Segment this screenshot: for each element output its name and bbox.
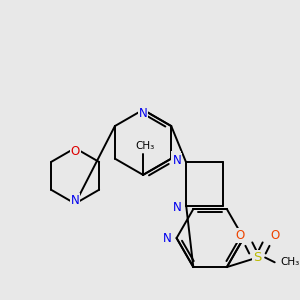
Text: N: N (172, 154, 182, 167)
Text: CH₃: CH₃ (135, 141, 154, 151)
Text: N: N (139, 107, 147, 120)
Text: O: O (270, 229, 279, 242)
Text: CH₃: CH₃ (280, 257, 300, 267)
Text: O: O (236, 229, 245, 242)
Text: S: S (253, 251, 262, 264)
Text: O: O (70, 146, 80, 158)
Text: N: N (71, 194, 80, 207)
Text: N: N (172, 201, 182, 214)
Text: N: N (163, 232, 172, 244)
Text: N: N (172, 152, 180, 165)
